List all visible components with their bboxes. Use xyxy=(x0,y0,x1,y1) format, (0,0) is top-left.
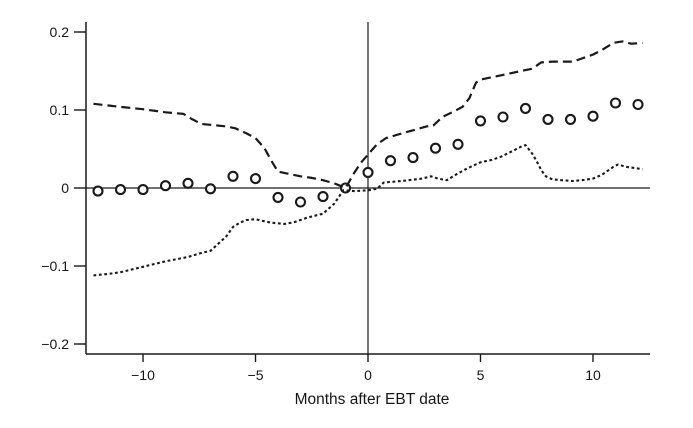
data-point-marker xyxy=(249,173,262,185)
axes: −0.2 −0.1 0 0.1 0.2 −10 −5 0 5 10 xyxy=(41,22,650,383)
data-point-marker xyxy=(429,142,442,154)
data-point-marker xyxy=(317,191,329,203)
x-axis-tick-label: −5 xyxy=(248,367,264,383)
x-axis-tick-label: 0 xyxy=(364,367,372,383)
x-axis-title: Months after EBT date xyxy=(295,391,450,408)
data-point-marker xyxy=(182,177,194,189)
y-axis-tick-label: 0.1 xyxy=(50,102,70,118)
data-point-marker xyxy=(114,184,127,196)
x-axis-tick-label: 5 xyxy=(477,367,485,383)
reference-lines xyxy=(86,22,650,354)
data-point-marker xyxy=(474,115,487,127)
data-point-marker xyxy=(542,113,554,125)
y-axis-tick-label: 0.2 xyxy=(50,24,70,40)
x-axis-tick-label: 10 xyxy=(585,367,601,383)
data-series xyxy=(92,40,644,277)
data-point-marker xyxy=(204,183,217,195)
y-axis-tick-label: −0.1 xyxy=(41,258,69,274)
data-point-marker xyxy=(609,97,622,109)
data-point-marker xyxy=(92,185,104,197)
data-point-marker xyxy=(452,138,464,150)
data-point-marker xyxy=(362,166,374,178)
data-point-marker xyxy=(294,196,307,208)
data-point-marker xyxy=(632,98,644,111)
data-point-marker xyxy=(137,184,149,196)
x-axis-tick-label: −10 xyxy=(131,367,155,383)
data-point-marker xyxy=(407,152,419,164)
data-point-marker xyxy=(587,110,599,122)
data-point-marker xyxy=(384,155,397,167)
data-point-marker xyxy=(564,113,577,125)
y-axis-tick-label: −0.2 xyxy=(41,336,69,352)
upper-confidence-band-line xyxy=(93,40,643,190)
y-axis-tick-label: 0 xyxy=(61,180,69,196)
data-point-marker xyxy=(227,170,239,182)
data-point-marker xyxy=(272,191,284,203)
data-point-marker xyxy=(159,180,172,192)
data-point-marker xyxy=(497,111,509,123)
data-point-marker xyxy=(519,102,532,114)
